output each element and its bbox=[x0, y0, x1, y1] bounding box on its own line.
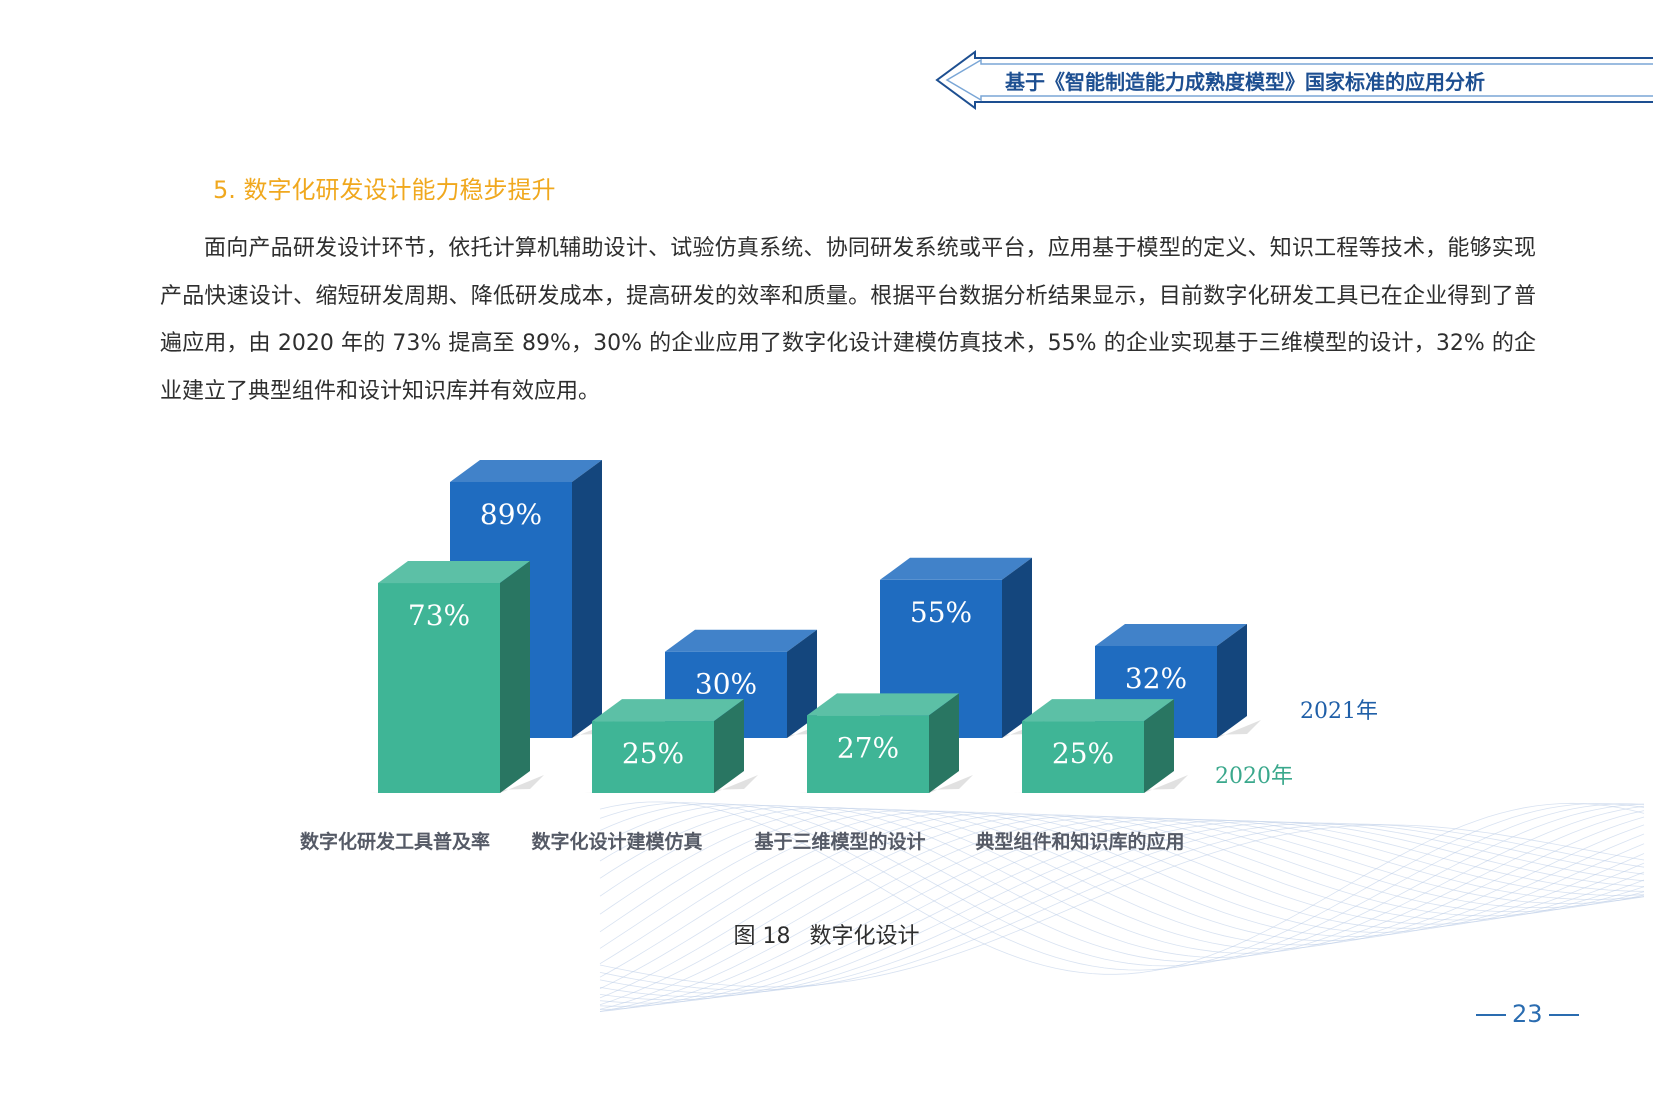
bar-2020-3: 27% bbox=[799, 693, 973, 793]
bar-2021-3-top bbox=[880, 557, 1032, 580]
wave-line bbox=[599, 810, 1645, 965]
wave-line bbox=[599, 802, 1645, 971]
wave-line bbox=[599, 823, 1645, 991]
bar-2021-3-side bbox=[1002, 557, 1032, 738]
wave-line bbox=[599, 803, 1645, 963]
bar-2021-4-side bbox=[1217, 623, 1247, 738]
bar-2021-1-top bbox=[450, 460, 602, 482]
bar-2020-2: 25% bbox=[584, 699, 758, 793]
bar-2020-2-top bbox=[592, 699, 744, 722]
bar-2021-2-value-label: 30% bbox=[695, 668, 757, 701]
bar-2020-4-front bbox=[1022, 721, 1144, 793]
section-heading: 5. 数字化研发设计能力稳步提升 bbox=[213, 176, 556, 204]
body-text: 面向产品研发设计环节，依托计算机辅助设计、试验仿真系统、协同研发系统或平台，应用… bbox=[160, 225, 1536, 415]
bar-2020-1-value-label: 73% bbox=[408, 599, 470, 632]
bar-2020-1-top bbox=[378, 561, 530, 584]
wave-line bbox=[599, 819, 1645, 1007]
wave-line bbox=[599, 807, 1645, 946]
wave-line bbox=[599, 820, 1645, 1001]
header-title: 基于《智能制造能力成熟度模型》国家标准的应用分析 bbox=[1005, 70, 1485, 94]
page-number-dash-right bbox=[1548, 1014, 1579, 1016]
series-label-2020: 2020年 bbox=[1215, 764, 1293, 789]
page-number-value: 23 bbox=[1512, 1000, 1543, 1028]
bar-2021-3-value-label: 55% bbox=[910, 596, 972, 629]
figure-number: 图 18 bbox=[733, 924, 791, 949]
wave-line bbox=[599, 818, 1645, 1010]
wave-line bbox=[599, 809, 1645, 949]
wave-line bbox=[599, 824, 1645, 988]
bar-2020-3-value-label: 27% bbox=[837, 731, 899, 764]
body-paragraph: 面向产品研发设计环节，依托计算机辅助设计、试验仿真系统、协同研发系统或平台，应用… bbox=[160, 236, 1536, 404]
wave-line bbox=[599, 821, 1645, 998]
bar-2020-2-value-label: 25% bbox=[622, 737, 684, 770]
bar-2020-2-front bbox=[592, 721, 714, 793]
wave-line bbox=[599, 806, 1645, 954]
bar-2021-1-side bbox=[572, 460, 602, 738]
wave-line bbox=[599, 801, 1645, 975]
page-number-dash-left bbox=[1476, 1014, 1506, 1016]
bar-2020-4-value-label: 25% bbox=[1052, 737, 1114, 770]
bar-2021-2-side bbox=[787, 629, 817, 738]
bar-2020-2-side bbox=[714, 699, 744, 793]
wave-line bbox=[599, 806, 1645, 950]
category-label-4: 典型组件和知识库的应用 bbox=[975, 830, 1184, 853]
bar-2020-4-side bbox=[1144, 699, 1174, 793]
wave-line bbox=[599, 808, 1645, 942]
bar-2020-4-top bbox=[1022, 699, 1174, 722]
wave-line bbox=[599, 815, 1645, 1010]
page-number: 23 bbox=[1470, 1000, 1585, 1028]
bar-2020-1: 73% bbox=[370, 561, 544, 793]
figure-caption: 图 18 数字化设计 bbox=[0, 918, 1653, 950]
bar-2020-4: 25% bbox=[1014, 699, 1188, 793]
bar-2020-3-top bbox=[807, 693, 959, 716]
wave-line bbox=[599, 805, 1645, 958]
bar-2020-1-side bbox=[500, 561, 530, 793]
bar-2021-4-top bbox=[1095, 623, 1247, 646]
wave-line bbox=[599, 811, 1645, 978]
wave-line bbox=[599, 813, 1645, 999]
bar-2021-1-value-label: 89% bbox=[480, 498, 542, 531]
bar-2020-3-front bbox=[807, 715, 929, 793]
header-arrow-icon bbox=[935, 50, 1653, 110]
category-label-2: 数字化设计建模仿真 bbox=[531, 830, 702, 853]
header-banner: 基于《智能制造能力成熟度模型》国家标准的应用分析 bbox=[935, 50, 1653, 110]
series-label-2021: 2021年 bbox=[1300, 699, 1378, 724]
bar-2020-1-front bbox=[378, 583, 500, 793]
wave-line bbox=[599, 814, 1645, 1006]
wave-line bbox=[599, 803, 1645, 967]
bar-2021-2-top bbox=[665, 629, 817, 652]
category-label-3: 基于三维模型的设计 bbox=[753, 830, 925, 853]
wave-line bbox=[599, 822, 1645, 994]
category-label-1: 数字化研发工具普及率 bbox=[300, 830, 490, 853]
figure-title: 数字化设计 bbox=[809, 924, 920, 949]
bar-2021-4-value-label: 32% bbox=[1125, 662, 1187, 695]
bar-2020-3-side bbox=[929, 693, 959, 793]
